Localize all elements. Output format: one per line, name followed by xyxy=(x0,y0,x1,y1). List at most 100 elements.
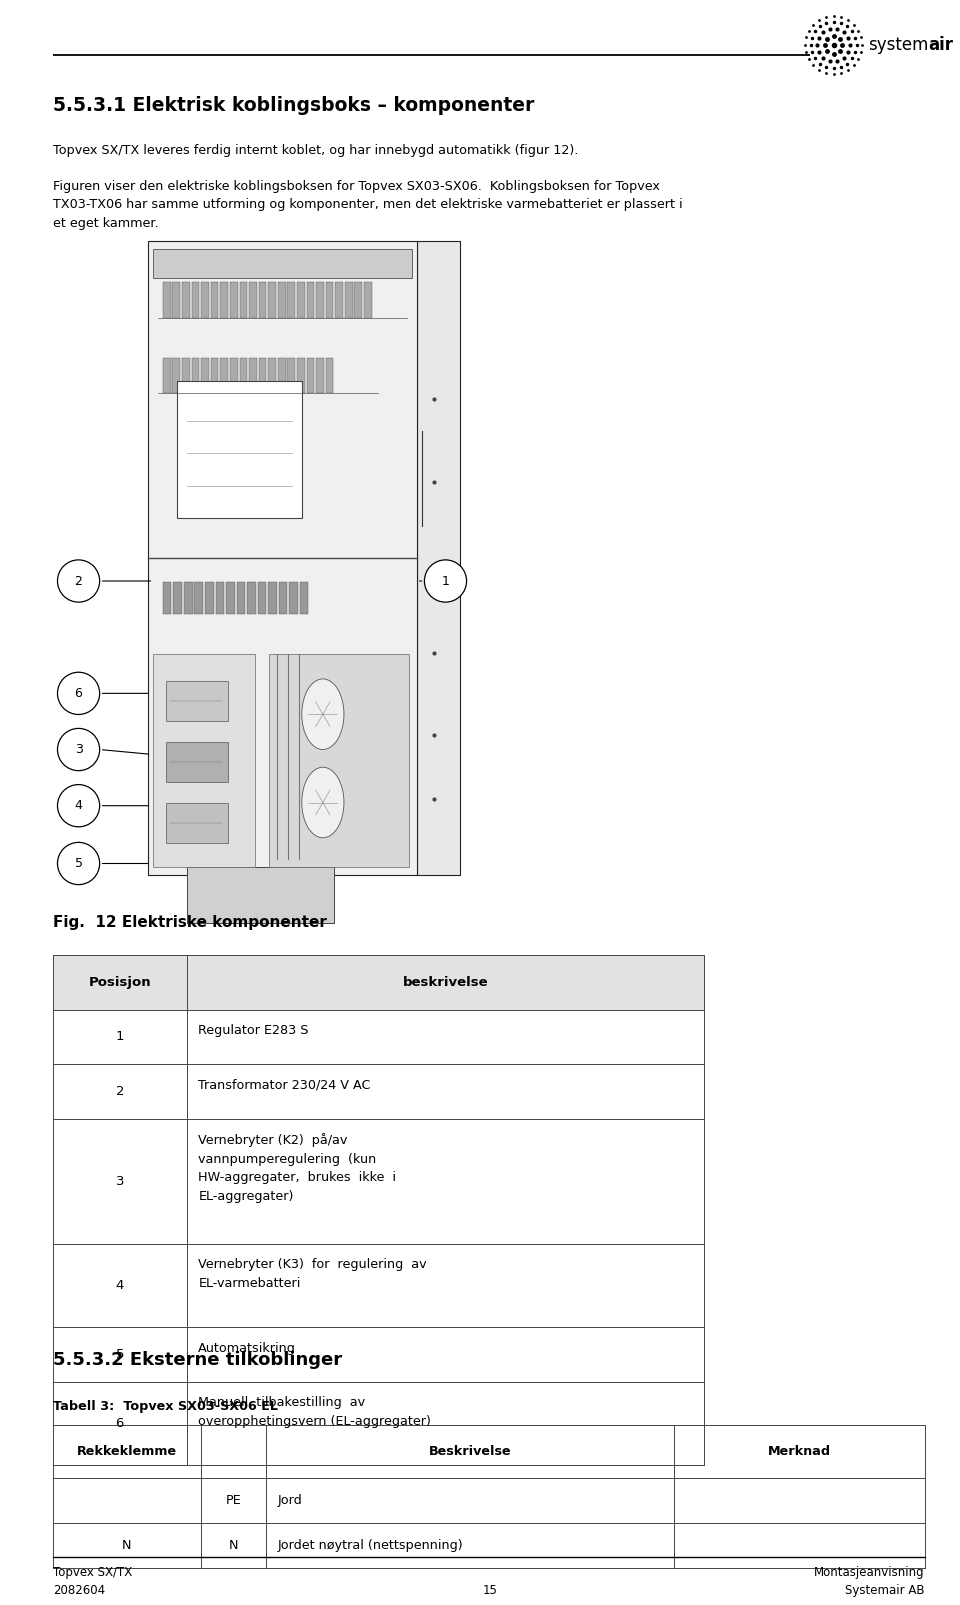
Bar xyxy=(166,681,228,721)
Text: Merknad: Merknad xyxy=(767,1444,830,1459)
Bar xyxy=(221,282,228,318)
Text: 5.5.3.1 Elektrisk koblingsboks – komponenter: 5.5.3.1 Elektrisk koblingsboks – kompone… xyxy=(53,96,534,116)
Text: Transformator 230/24 V AC: Transformator 230/24 V AC xyxy=(199,1079,371,1091)
Bar xyxy=(268,282,276,318)
Bar xyxy=(306,358,314,393)
Bar xyxy=(195,581,204,613)
Text: 5: 5 xyxy=(75,857,83,870)
Text: 2: 2 xyxy=(75,575,83,587)
Text: 15: 15 xyxy=(483,1584,498,1597)
Bar xyxy=(53,955,705,1010)
Text: Montasjeanvisning: Montasjeanvisning xyxy=(814,1566,924,1579)
Bar xyxy=(289,581,298,613)
Bar xyxy=(192,282,200,318)
Bar xyxy=(345,282,352,318)
Bar xyxy=(227,581,235,613)
Bar xyxy=(202,282,209,318)
Text: 3: 3 xyxy=(115,1175,124,1188)
Bar xyxy=(216,581,225,613)
Text: Vernebryter (K3)  for  regulering  av
EL-varmebatteri: Vernebryter (K3) for regulering av EL-va… xyxy=(199,1258,427,1290)
Bar xyxy=(173,358,180,393)
Text: 6: 6 xyxy=(75,687,83,700)
Bar xyxy=(221,358,228,393)
Bar xyxy=(163,581,172,613)
Bar xyxy=(149,241,417,875)
Circle shape xyxy=(301,767,344,838)
Text: 3: 3 xyxy=(75,743,83,756)
Bar xyxy=(417,241,460,875)
Bar xyxy=(316,282,324,318)
Text: Regulator E283 S: Regulator E283 S xyxy=(199,1024,309,1037)
Ellipse shape xyxy=(424,560,467,602)
Bar xyxy=(249,358,256,393)
Bar xyxy=(297,282,304,318)
Bar xyxy=(325,358,333,393)
Text: Rekkeklemme: Rekkeklemme xyxy=(77,1444,177,1459)
Bar xyxy=(166,742,228,782)
Bar xyxy=(230,358,237,393)
Bar xyxy=(205,581,214,613)
Ellipse shape xyxy=(58,843,100,884)
Bar xyxy=(287,358,295,393)
Text: Figuren viser den elektriske koblingsboksen for Topvex SX03-SX06.  Koblingsbokse: Figuren viser den elektriske koblingsbok… xyxy=(53,180,683,230)
Text: 5.5.3.2 Eksterne tilkoblinger: 5.5.3.2 Eksterne tilkoblinger xyxy=(53,1351,342,1369)
Text: system: system xyxy=(868,35,928,55)
Bar xyxy=(257,581,266,613)
Text: 4: 4 xyxy=(75,799,83,812)
Bar xyxy=(300,581,308,613)
Bar xyxy=(297,358,304,393)
Text: 2082604: 2082604 xyxy=(53,1584,105,1597)
Bar xyxy=(211,282,219,318)
Bar xyxy=(325,282,333,318)
Text: 4: 4 xyxy=(115,1279,124,1292)
Text: Tabell 3:  Topvex SX03-SX06 EL: Tabell 3: Topvex SX03-SX06 EL xyxy=(53,1400,277,1412)
Text: beskrivelse: beskrivelse xyxy=(402,976,489,989)
Bar xyxy=(178,380,301,517)
Bar xyxy=(184,581,193,613)
Text: Manuell  tilbakestilling  av
overopphetingsvern (EL-aggregater): Manuell tilbakestilling av overoppheting… xyxy=(199,1396,431,1428)
Bar xyxy=(278,581,287,613)
Ellipse shape xyxy=(58,729,100,770)
Bar xyxy=(187,867,334,923)
Text: Systemair AB: Systemair AB xyxy=(845,1584,924,1597)
Bar xyxy=(287,282,295,318)
Text: Automatsikring: Automatsikring xyxy=(199,1342,297,1355)
Bar xyxy=(249,282,256,318)
Text: 5: 5 xyxy=(115,1348,124,1361)
Bar xyxy=(154,655,255,867)
Text: Vernebryter (K2)  på/av
vannpumperegulering  (kun
HW-aggregater,  brukes  ikke  : Vernebryter (K2) på/av vannpumpereguleri… xyxy=(199,1133,396,1202)
Bar xyxy=(316,358,324,393)
Bar xyxy=(237,581,245,613)
Bar xyxy=(163,358,171,393)
Bar xyxy=(269,655,409,867)
Bar xyxy=(202,358,209,393)
Ellipse shape xyxy=(58,672,100,714)
Text: 6: 6 xyxy=(115,1417,124,1430)
Bar xyxy=(277,358,285,393)
Bar xyxy=(239,282,247,318)
Text: Fig.  12 Elektriske komponenter: Fig. 12 Elektriske komponenter xyxy=(53,915,326,929)
Bar xyxy=(182,358,190,393)
Text: Topvex SX/TX: Topvex SX/TX xyxy=(53,1566,132,1579)
Bar xyxy=(258,358,266,393)
Text: air: air xyxy=(928,35,953,55)
Bar xyxy=(239,358,247,393)
Bar xyxy=(154,249,412,278)
Ellipse shape xyxy=(58,785,100,827)
Bar xyxy=(364,282,372,318)
Bar xyxy=(247,581,255,613)
Bar xyxy=(163,282,171,318)
Bar xyxy=(258,282,266,318)
Text: 1: 1 xyxy=(442,575,449,587)
Bar xyxy=(182,282,190,318)
Text: Jord: Jord xyxy=(277,1494,302,1507)
Text: N: N xyxy=(229,1539,238,1552)
Bar xyxy=(354,282,362,318)
Text: N: N xyxy=(122,1539,132,1552)
Bar xyxy=(192,358,200,393)
Bar xyxy=(306,282,314,318)
Bar xyxy=(230,282,237,318)
Bar xyxy=(173,282,180,318)
Text: Topvex SX/TX leveres ferdig internt koblet, og har innebygd automatikk (figur 12: Topvex SX/TX leveres ferdig internt kobl… xyxy=(53,144,578,157)
Text: Jordet nøytral (nettspenning): Jordet nøytral (nettspenning) xyxy=(277,1539,464,1552)
